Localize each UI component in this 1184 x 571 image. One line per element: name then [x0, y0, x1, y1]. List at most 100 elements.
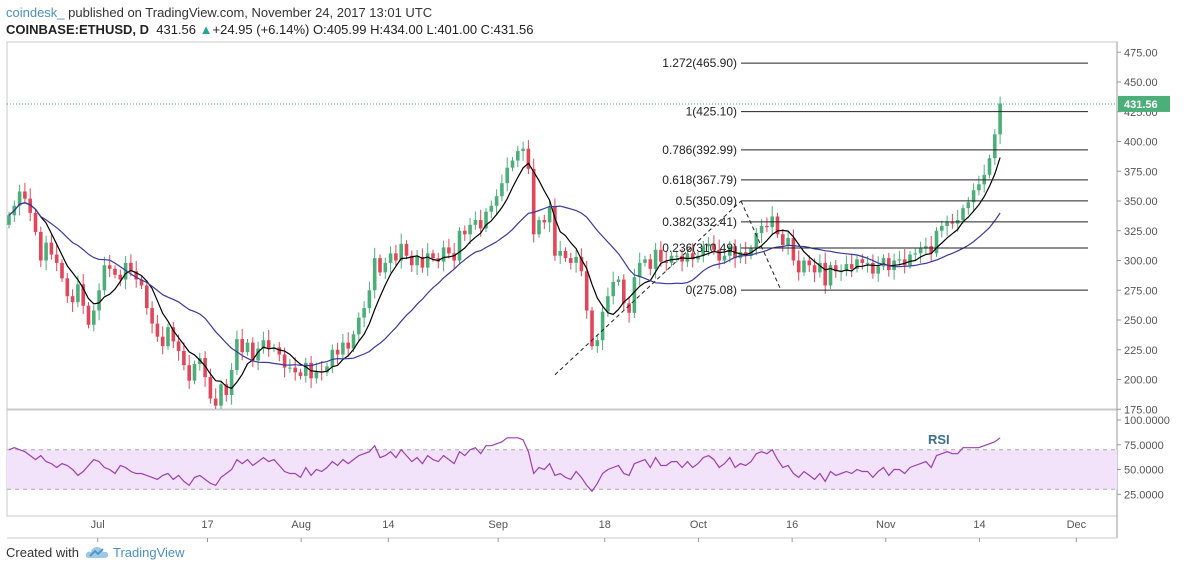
candle-body: [145, 285, 149, 309]
candle-body: [293, 367, 297, 373]
candle-body: [134, 271, 138, 280]
price-tick-label: 275.00: [1124, 285, 1158, 297]
candle-body: [383, 262, 388, 273]
candle-body: [17, 191, 22, 206]
candle-body: [860, 259, 865, 263]
price-tick-label: 225.00: [1124, 345, 1158, 357]
footer: Created with TradingView: [6, 545, 185, 562]
author-name[interactable]: coindesk_: [6, 5, 65, 20]
candle-body: [743, 252, 748, 256]
candle-body: [765, 225, 769, 228]
last-price: 431.56: [156, 22, 197, 37]
candle-body: [288, 367, 292, 369]
tradingview-link[interactable]: TradingView: [112, 545, 185, 560]
candle-body: [92, 310, 96, 325]
fib-level-label: 0.236(310.49): [662, 241, 737, 255]
candle-body: [489, 205, 494, 212]
tradingview-cloud-icon: [85, 545, 109, 562]
time-tick-label: 14: [973, 519, 985, 531]
candle-body: [325, 366, 329, 373]
candle-body: [802, 260, 806, 273]
time-tick-label: 14: [382, 519, 394, 531]
candle-body: [818, 262, 822, 273]
fib-level-label: 0(275.08): [686, 283, 737, 297]
candle-body: [775, 216, 780, 235]
price-pane[interactable]: [6, 41, 1118, 410]
candle-body: [473, 220, 478, 225]
candle-body: [759, 225, 764, 234]
candle-body: [171, 327, 176, 342]
candle-body: [81, 284, 85, 306]
candle-body: [256, 348, 260, 361]
candle-body: [388, 253, 393, 263]
candle-body: [887, 258, 891, 271]
fib-level-label: 1.272(465.90): [662, 56, 737, 70]
last-price-tag: [1118, 95, 1170, 112]
price-tick-label: 475.00: [1124, 47, 1158, 59]
candle-body: [584, 271, 589, 311]
candle-body: [176, 341, 181, 351]
candle-body: [998, 103, 1002, 135]
candle-body: [521, 148, 525, 152]
candle-body: [950, 222, 955, 224]
candle-body: [118, 274, 123, 280]
candle-body: [351, 334, 356, 349]
candle-body: [675, 255, 679, 257]
rsi-tick-label: 75.0000: [1124, 440, 1164, 452]
candle-body: [65, 278, 70, 297]
candle-body: [86, 305, 91, 325]
candle-body: [330, 349, 335, 367]
rsi-tick-label: 25.0000: [1124, 489, 1164, 501]
candle-body: [876, 266, 880, 274]
candle-body: [394, 253, 398, 261]
candle-body: [600, 311, 605, 341]
candle-body: [123, 262, 128, 280]
candle-body: [526, 148, 531, 169]
candle-body: [187, 365, 191, 381]
candle-body: [160, 336, 165, 347]
candle-body: [404, 243, 409, 256]
candle-body: [203, 358, 207, 378]
candle-body: [855, 259, 859, 269]
rsi-tick-label: 100.0000: [1124, 415, 1170, 427]
candle-body: [934, 230, 939, 254]
candle-body: [929, 246, 933, 254]
candle-body: [266, 340, 271, 349]
candle-body: [738, 252, 743, 259]
candle-body: [961, 208, 965, 221]
candle-body: [574, 256, 578, 263]
candle-body: [378, 258, 382, 273]
candle-body: [261, 340, 266, 349]
candle-body: [129, 262, 133, 272]
candle-body: [791, 237, 796, 261]
candle-body: [245, 342, 250, 353]
candle-body: [219, 384, 223, 406]
candle-body: [505, 167, 509, 184]
candle-body: [558, 250, 562, 256]
candle-body: [637, 262, 642, 278]
candle-body: [653, 249, 658, 269]
price-change: +24.95 (+6.14%): [212, 22, 310, 37]
candle-body: [918, 248, 923, 254]
candle-body: [346, 342, 350, 349]
symbol-label: COINBASE:ETHUSD, D: [6, 22, 150, 37]
ohlc-legend: COINBASE:ETHUSD, D 431.56 ▲+24.95 (+6.14…: [6, 22, 533, 37]
candle-body: [182, 350, 186, 366]
candle-body: [701, 246, 706, 256]
sma-short-line: [8, 157, 1001, 390]
candle-body: [754, 233, 759, 249]
candle-body: [648, 259, 653, 269]
candle-body: [844, 264, 849, 272]
ohlc-values: O:405.99 H:434.00 L:401.00 C:431.56: [313, 22, 534, 37]
time-tick-label: 16: [786, 519, 798, 531]
candle-body: [7, 215, 11, 225]
time-tick-label: 18: [599, 519, 611, 531]
candle-body: [468, 224, 472, 235]
candle-body: [166, 327, 170, 347]
candle-body: [627, 303, 631, 313]
candle-body: [897, 259, 902, 261]
candle-body: [796, 260, 801, 273]
candle-body: [298, 372, 303, 376]
candle-body: [277, 347, 282, 355]
